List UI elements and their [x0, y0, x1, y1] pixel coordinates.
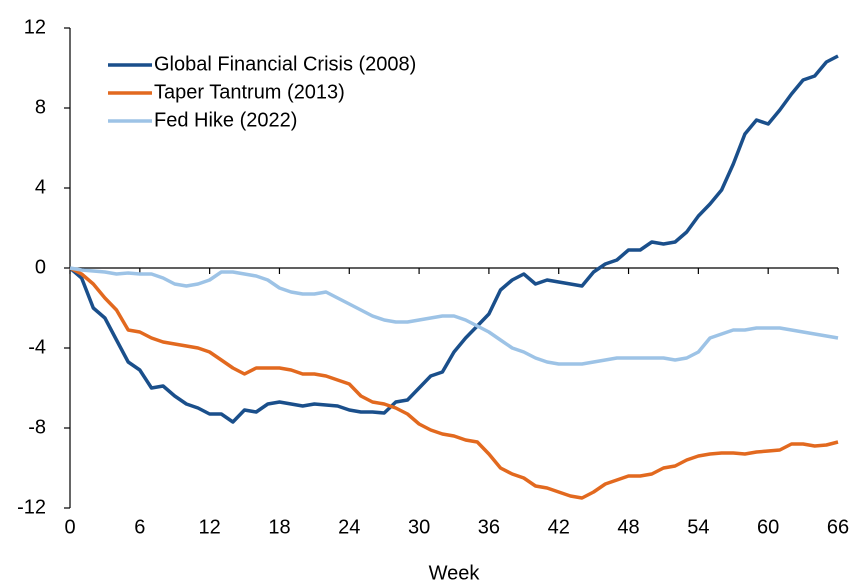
x-tick-label: 66 [827, 516, 849, 538]
legend-label: Fed Hike (2022) [154, 109, 297, 131]
x-tick-label: 12 [199, 516, 221, 538]
legend-label: Taper Tantrum (2013) [154, 81, 345, 103]
y-tick-label: 8 [35, 96, 46, 118]
x-tick-label: 60 [757, 516, 779, 538]
x-tick-label: 0 [64, 516, 75, 538]
x-tick-label: 24 [338, 516, 360, 538]
y-tick-label: -12 [17, 496, 46, 518]
y-tick-label: 4 [35, 176, 46, 198]
y-tick-label: -4 [28, 336, 46, 358]
x-tick-label: 54 [687, 516, 709, 538]
legend-label: Global Financial Crisis (2008) [154, 53, 416, 75]
x-tick-label: 30 [408, 516, 430, 538]
y-tick-label: 12 [24, 16, 46, 38]
x-tick-label: 6 [134, 516, 145, 538]
y-tick-label: -8 [28, 416, 46, 438]
y-tick-label: 0 [35, 256, 46, 278]
x-tick-label: 18 [268, 516, 290, 538]
x-tick-label: 48 [617, 516, 639, 538]
x-tick-label: 42 [548, 516, 570, 538]
series-line [69, 266, 839, 500]
series-line [68, 54, 839, 424]
x-tick-label: 36 [478, 516, 500, 538]
series-line [69, 266, 839, 366]
x-axis-label: Week [429, 562, 481, 584]
